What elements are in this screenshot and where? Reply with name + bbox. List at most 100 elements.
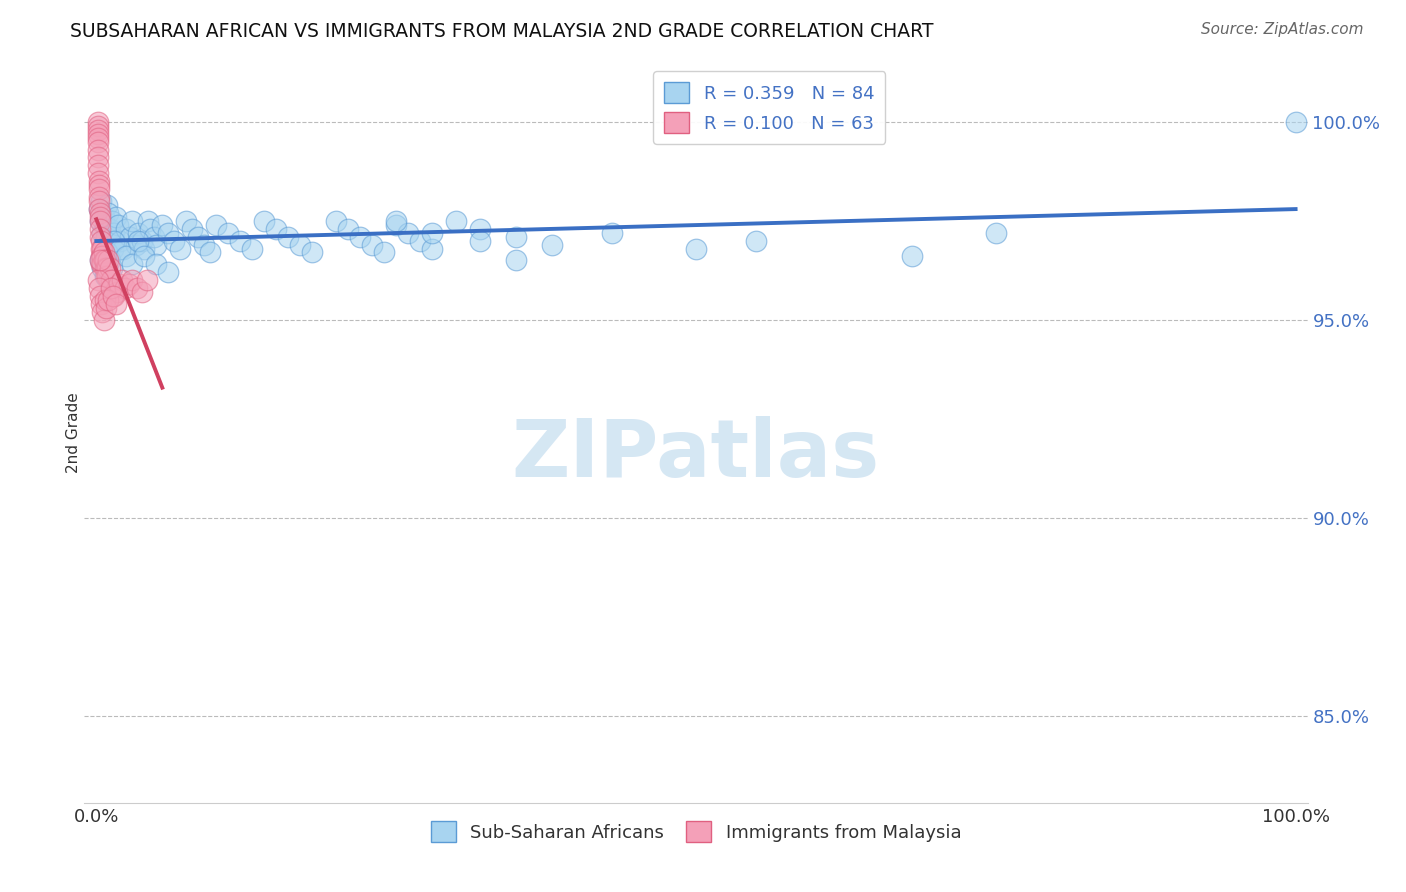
- Point: [420, 226, 443, 240]
- Point: [94, 301, 117, 315]
- Point: [600, 226, 623, 240]
- Point: [89, 289, 111, 303]
- Point: [97, 206, 120, 220]
- Point: [86, 158, 108, 172]
- Point: [685, 242, 707, 256]
- Point: [131, 234, 153, 248]
- Point: [145, 237, 167, 252]
- Point: [100, 281, 122, 295]
- Point: [157, 226, 180, 240]
- Point: [134, 242, 156, 256]
- Point: [385, 214, 408, 228]
- Point: [100, 234, 122, 248]
- Point: [93, 253, 117, 268]
- Point: [86, 122, 108, 136]
- Point: [98, 253, 121, 268]
- Point: [127, 281, 149, 295]
- Point: [444, 214, 467, 228]
- Point: [90, 249, 112, 263]
- Point: [420, 242, 443, 256]
- Point: [468, 234, 491, 248]
- Point: [373, 245, 395, 260]
- Point: [86, 166, 108, 180]
- Point: [114, 281, 136, 295]
- Point: [205, 218, 228, 232]
- Point: [91, 249, 114, 263]
- Point: [86, 151, 108, 165]
- Point: [87, 202, 110, 216]
- Point: [105, 285, 128, 299]
- Point: [89, 214, 111, 228]
- Point: [1284, 115, 1306, 129]
- Point: [96, 269, 118, 284]
- Point: [200, 245, 222, 260]
- Point: [94, 269, 117, 284]
- Point: [89, 253, 111, 268]
- Point: [93, 245, 115, 260]
- Point: [87, 182, 110, 196]
- Point: [86, 119, 108, 133]
- Point: [89, 214, 111, 228]
- Point: [87, 178, 110, 193]
- Point: [104, 297, 127, 311]
- Point: [90, 242, 112, 256]
- Point: [187, 229, 209, 244]
- Point: [87, 202, 110, 216]
- Point: [103, 289, 125, 303]
- Point: [136, 214, 159, 228]
- Point: [193, 237, 215, 252]
- Point: [101, 261, 124, 276]
- Point: [111, 242, 134, 256]
- Point: [253, 214, 276, 228]
- Point: [86, 130, 108, 145]
- Point: [86, 135, 108, 149]
- Point: [101, 289, 124, 303]
- Point: [91, 257, 114, 271]
- Point: [91, 261, 114, 276]
- Point: [110, 234, 132, 248]
- Point: [125, 237, 148, 252]
- Point: [89, 206, 111, 220]
- Point: [100, 273, 122, 287]
- Point: [91, 226, 114, 240]
- Point: [87, 281, 110, 295]
- Point: [145, 257, 167, 271]
- Point: [115, 249, 138, 263]
- Point: [127, 226, 149, 240]
- Point: [240, 242, 263, 256]
- Point: [984, 226, 1007, 240]
- Point: [101, 214, 124, 228]
- Point: [118, 277, 141, 292]
- Point: [277, 229, 299, 244]
- Point: [101, 281, 124, 295]
- Point: [385, 218, 408, 232]
- Point: [98, 261, 121, 276]
- Point: [90, 257, 112, 271]
- Point: [103, 234, 125, 248]
- Point: [107, 218, 129, 232]
- Point: [86, 273, 108, 287]
- Point: [93, 210, 115, 224]
- Point: [174, 214, 197, 228]
- Point: [135, 273, 157, 287]
- Point: [93, 261, 117, 276]
- Point: [93, 293, 117, 307]
- Point: [104, 210, 127, 224]
- Point: [94, 229, 117, 244]
- Point: [110, 242, 132, 256]
- Point: [89, 210, 111, 224]
- Point: [349, 229, 371, 244]
- Point: [94, 261, 117, 276]
- Point: [87, 190, 110, 204]
- Point: [90, 234, 112, 248]
- Point: [361, 237, 384, 252]
- Point: [163, 234, 186, 248]
- Point: [505, 229, 527, 244]
- Point: [150, 218, 173, 232]
- Point: [745, 234, 768, 248]
- Point: [325, 214, 347, 228]
- Point: [301, 245, 323, 260]
- Point: [103, 226, 125, 240]
- Point: [91, 305, 114, 319]
- Point: [127, 234, 149, 248]
